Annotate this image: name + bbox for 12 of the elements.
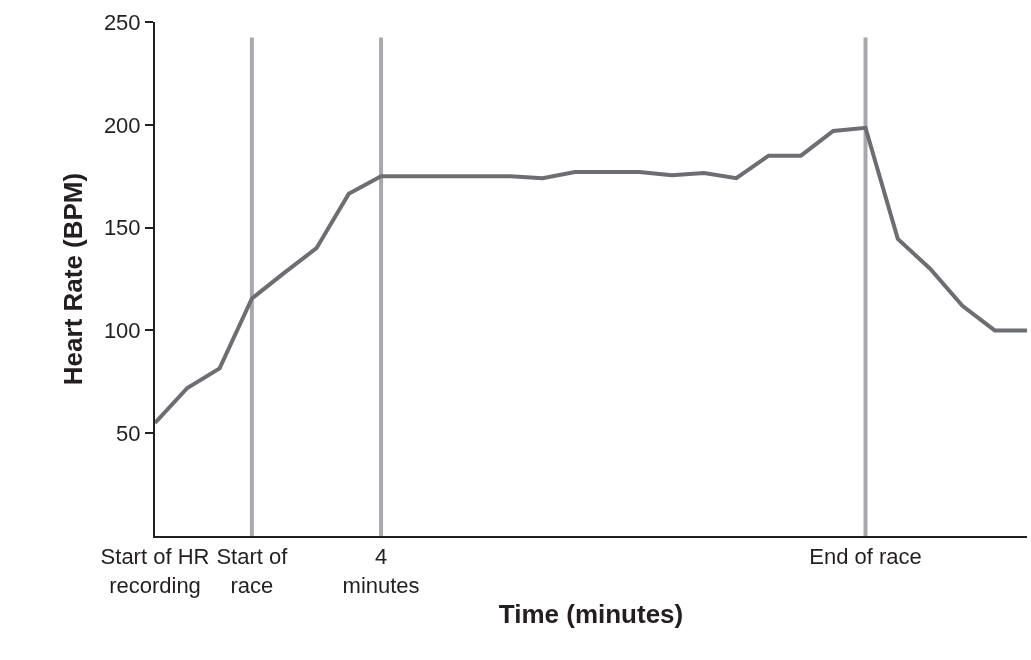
x-tick-label: Start of HR recording [100,544,210,598]
x-axis-title: Time (minutes) [498,599,684,630]
y-tick-label: 150 [103,215,141,241]
y-axis-title: Heart Rate (BPM) [57,172,88,386]
x-tick-label: End of race [809,544,922,570]
y-tick-label: 250 [103,9,141,35]
line-series [155,125,1027,425]
y-tick-label: 100 [103,318,141,344]
x-tick-label: Start of race [216,544,289,598]
y-tick-label: 50 [116,420,141,446]
x-tick-label: 4 minutes [342,544,420,598]
y-tick-label: 200 [103,112,141,138]
